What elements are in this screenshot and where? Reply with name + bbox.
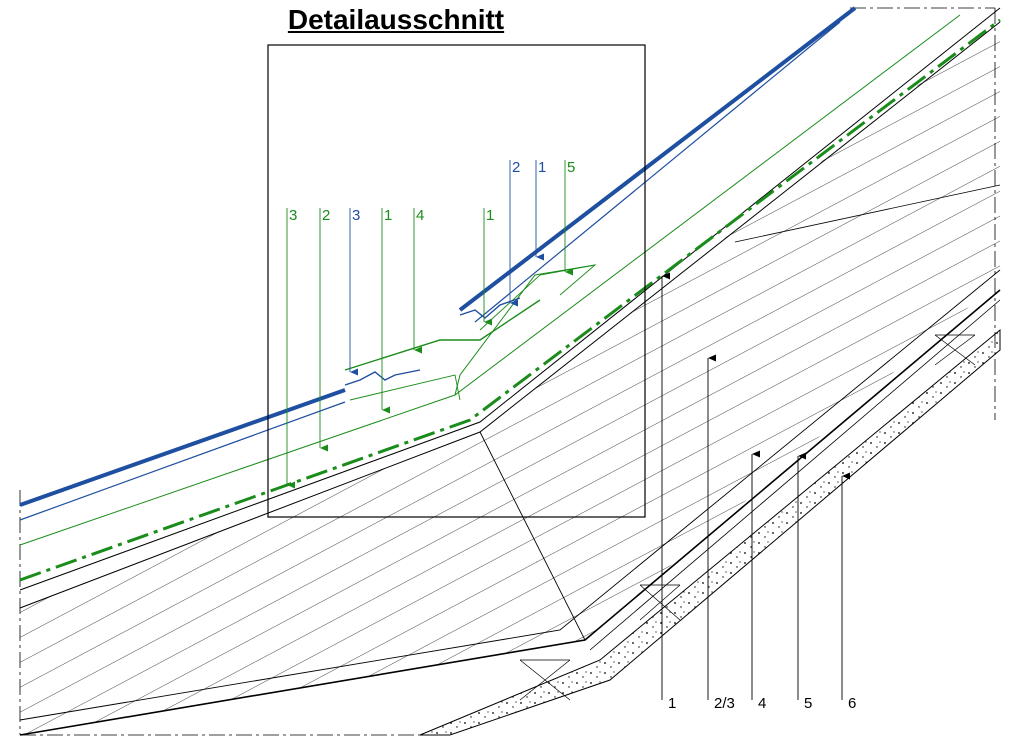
concrete-deck	[419, 299, 1001, 736]
callout-green-1a: 1	[384, 207, 392, 224]
metal-roofing	[19, 6, 857, 521]
blue-leaders	[349, 160, 545, 376]
callout-bottom-6: 6	[848, 695, 856, 712]
callout-blue-3: 3	[352, 207, 360, 224]
callout-bottom-1: 1	[668, 695, 676, 712]
detail-title: Detailausschnitt	[287, 4, 505, 35]
callout-blue-1: 1	[538, 159, 546, 176]
insulation-layer	[19, 7, 1001, 736]
callout-blue-2: 2	[512, 159, 520, 176]
callout-green-2: 2	[322, 207, 330, 224]
callout-bottom-5: 5	[804, 695, 812, 712]
callout-bottom-2-3: 2/3	[714, 695, 735, 712]
callout-green-1b: 1	[486, 207, 494, 224]
detail-frame	[267, 44, 646, 518]
callout-green-4: 4	[416, 207, 424, 224]
bottom-leaders	[661, 272, 851, 700]
callout-green-5: 5	[567, 159, 575, 176]
callout-green-3: 3	[289, 207, 297, 224]
callout-bottom-4: 4	[758, 695, 766, 712]
green-leaders	[286, 160, 574, 489]
